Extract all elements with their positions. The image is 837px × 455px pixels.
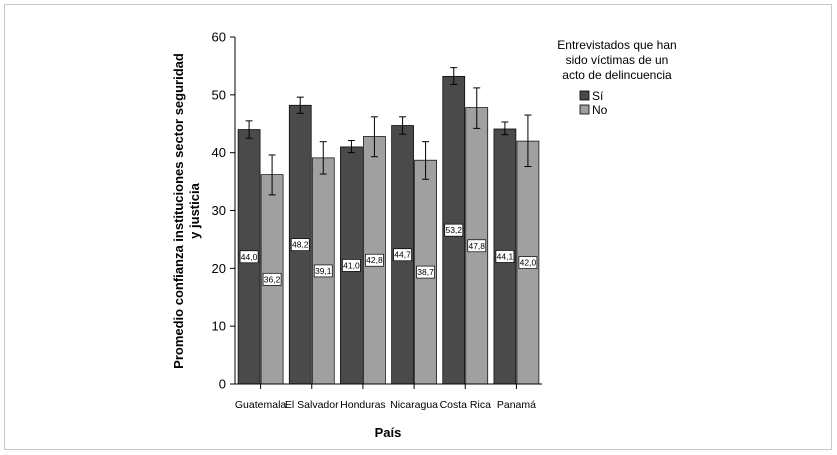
data-label: 44,0	[241, 252, 258, 262]
data-label-box	[313, 264, 333, 278]
data-label-box	[495, 250, 515, 263]
data-label-box	[262, 272, 282, 286]
y-axis-title-line-2: y justicia	[187, 182, 202, 238]
data-label: 47,8	[468, 241, 485, 251]
y-axis-title: Promedio confianza instituciones sector …	[171, 53, 202, 369]
data-label: 42,8	[366, 255, 383, 265]
data-label-box	[365, 253, 384, 267]
x-category-label: Costa Rica	[440, 399, 492, 411]
data-label: 38,7	[417, 267, 434, 277]
legend-label-si: Sí	[592, 89, 604, 103]
legend-swatch-si	[579, 90, 590, 101]
legend: Entrevistados que han sido víctimas de u…	[557, 38, 676, 117]
data-label: 48,2	[292, 240, 309, 250]
x-category-label: Nicaragua	[390, 399, 438, 411]
data-label-box	[518, 256, 538, 269]
legend-title-line-3: acto de delincuencia	[562, 68, 672, 82]
data-label: 39,1	[315, 266, 332, 276]
y-tick-label: 20	[212, 261, 226, 276]
plot-area	[235, 37, 542, 384]
data-label: 44,7	[394, 250, 411, 260]
legend-title-line-1: Entrevistados que han	[557, 38, 676, 52]
y-tick-label: 0	[219, 377, 226, 392]
data-labels-layer: 44,0 36,2 48,2 39,1 41,0 42,8 44,7 38,7 53,2 47,8…	[239, 223, 538, 286]
y-tick-label: 60	[212, 30, 226, 45]
y-tick-label: 10	[212, 319, 226, 334]
x-category-label: Honduras	[340, 399, 386, 411]
legend-label-no: No	[592, 103, 608, 117]
chart-frame: 44,0 36,2 48,2 39,1 41,0 42,8 44,7 38,7 53,2 47,8…	[4, 4, 832, 450]
y-axis-title-line-1: Promedio confianza instituciones sector …	[171, 53, 186, 369]
x-category-label: Guatemala	[235, 399, 287, 411]
error-bars-layer	[245, 67, 532, 196]
x-axis-title: País	[375, 425, 402, 440]
y-tick-label: 40	[212, 145, 226, 160]
legend-swatch-no	[579, 104, 590, 115]
data-label-box	[467, 239, 487, 253]
x-category-label: Panamá	[497, 399, 536, 411]
y-tick-label: 50	[212, 87, 226, 102]
legend-title-line-2: sido víctimas de un	[566, 53, 669, 67]
data-label: 36,2	[264, 274, 281, 284]
data-label-box	[239, 250, 259, 264]
data-label-box	[290, 238, 310, 251]
data-label: 42,0	[520, 258, 537, 268]
y-ticks-layer: 0 10 20 30 40 50 60	[212, 30, 235, 392]
y-tick-label: 30	[212, 203, 226, 218]
data-label: 53,2	[445, 225, 462, 235]
x-category-label: El Salvador	[285, 399, 339, 411]
data-label-box	[342, 259, 361, 272]
data-label-box	[444, 223, 464, 237]
bar-chart: 44,0 36,2 48,2 39,1 41,0 42,8 44,7 38,7 53,2 47,8…	[171, 30, 677, 441]
data-label: 44,1	[497, 251, 514, 261]
data-label-box	[393, 248, 412, 262]
data-label-box	[416, 265, 435, 279]
data-label: 41,0	[343, 260, 360, 270]
